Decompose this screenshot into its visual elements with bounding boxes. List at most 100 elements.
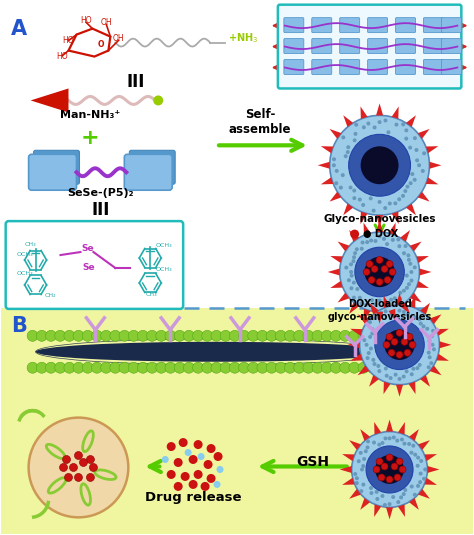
Circle shape xyxy=(354,132,357,136)
Polygon shape xyxy=(330,281,343,288)
Circle shape xyxy=(374,302,377,307)
Circle shape xyxy=(352,196,356,200)
Text: HO: HO xyxy=(81,16,92,25)
Circle shape xyxy=(173,482,182,491)
Circle shape xyxy=(266,362,277,373)
Circle shape xyxy=(266,330,277,341)
Circle shape xyxy=(403,189,407,193)
Circle shape xyxy=(396,458,403,465)
Circle shape xyxy=(410,172,414,176)
Polygon shape xyxy=(389,309,396,322)
Text: Self-
assemble: Self- assemble xyxy=(228,109,291,136)
Circle shape xyxy=(382,302,386,307)
Circle shape xyxy=(344,154,348,158)
Circle shape xyxy=(399,495,403,499)
Circle shape xyxy=(165,330,176,341)
Text: SeSe-(P5)₂: SeSe-(P5)₂ xyxy=(67,188,134,198)
Polygon shape xyxy=(349,230,359,242)
Circle shape xyxy=(128,330,139,341)
FancyBboxPatch shape xyxy=(124,154,172,190)
Text: OCH₃: OCH₃ xyxy=(17,251,33,257)
Circle shape xyxy=(394,315,398,319)
FancyBboxPatch shape xyxy=(312,59,332,74)
Circle shape xyxy=(379,311,383,315)
Circle shape xyxy=(284,362,295,373)
Circle shape xyxy=(377,442,381,447)
Circle shape xyxy=(386,131,391,134)
Circle shape xyxy=(381,463,388,470)
Polygon shape xyxy=(361,106,367,119)
Circle shape xyxy=(396,351,403,358)
Ellipse shape xyxy=(36,342,394,362)
Circle shape xyxy=(386,261,393,268)
Polygon shape xyxy=(410,293,421,302)
Circle shape xyxy=(404,362,415,373)
Circle shape xyxy=(428,355,432,360)
Circle shape xyxy=(372,440,376,445)
Circle shape xyxy=(357,459,361,463)
Circle shape xyxy=(369,486,373,490)
Circle shape xyxy=(397,197,401,201)
Circle shape xyxy=(350,274,354,278)
Circle shape xyxy=(398,291,402,295)
Circle shape xyxy=(393,296,397,300)
FancyBboxPatch shape xyxy=(6,221,183,309)
Circle shape xyxy=(73,362,84,373)
Circle shape xyxy=(395,330,406,341)
Polygon shape xyxy=(418,192,429,202)
Circle shape xyxy=(432,347,436,351)
Circle shape xyxy=(229,330,240,341)
Polygon shape xyxy=(337,241,349,251)
Circle shape xyxy=(416,464,419,468)
Polygon shape xyxy=(386,419,393,432)
Circle shape xyxy=(394,474,401,481)
Polygon shape xyxy=(386,507,393,519)
Circle shape xyxy=(393,201,397,205)
Circle shape xyxy=(383,437,387,440)
Circle shape xyxy=(361,203,365,207)
Circle shape xyxy=(370,298,374,302)
Circle shape xyxy=(70,463,77,471)
Polygon shape xyxy=(357,315,369,324)
Circle shape xyxy=(381,441,384,445)
Circle shape xyxy=(46,330,56,341)
Text: +: + xyxy=(81,128,100,148)
Polygon shape xyxy=(361,212,367,224)
Circle shape xyxy=(373,125,377,129)
Polygon shape xyxy=(343,203,353,215)
Polygon shape xyxy=(418,489,430,499)
Circle shape xyxy=(376,364,380,368)
Circle shape xyxy=(86,473,94,482)
FancyBboxPatch shape xyxy=(423,59,443,74)
Circle shape xyxy=(407,442,411,446)
Text: B: B xyxy=(11,316,27,336)
Circle shape xyxy=(391,495,395,499)
Circle shape xyxy=(183,362,194,373)
Text: GSH: GSH xyxy=(296,455,329,470)
Circle shape xyxy=(366,446,413,493)
Circle shape xyxy=(392,435,396,439)
Circle shape xyxy=(238,362,249,373)
Circle shape xyxy=(181,472,190,481)
Circle shape xyxy=(399,466,406,473)
Circle shape xyxy=(229,362,240,373)
Polygon shape xyxy=(376,215,383,227)
Circle shape xyxy=(360,305,439,385)
Circle shape xyxy=(372,209,375,212)
Circle shape xyxy=(220,362,231,373)
Polygon shape xyxy=(342,454,355,461)
Circle shape xyxy=(275,330,286,341)
Polygon shape xyxy=(437,329,449,336)
FancyBboxPatch shape xyxy=(278,5,461,88)
Circle shape xyxy=(411,444,415,448)
Circle shape xyxy=(192,330,203,341)
Polygon shape xyxy=(369,303,379,315)
Circle shape xyxy=(312,362,323,373)
Circle shape xyxy=(128,362,139,373)
Circle shape xyxy=(410,279,413,282)
Circle shape xyxy=(383,119,387,123)
Circle shape xyxy=(361,483,365,487)
Text: OCH₃: OCH₃ xyxy=(17,271,33,277)
Circle shape xyxy=(185,449,191,456)
Circle shape xyxy=(398,377,401,381)
